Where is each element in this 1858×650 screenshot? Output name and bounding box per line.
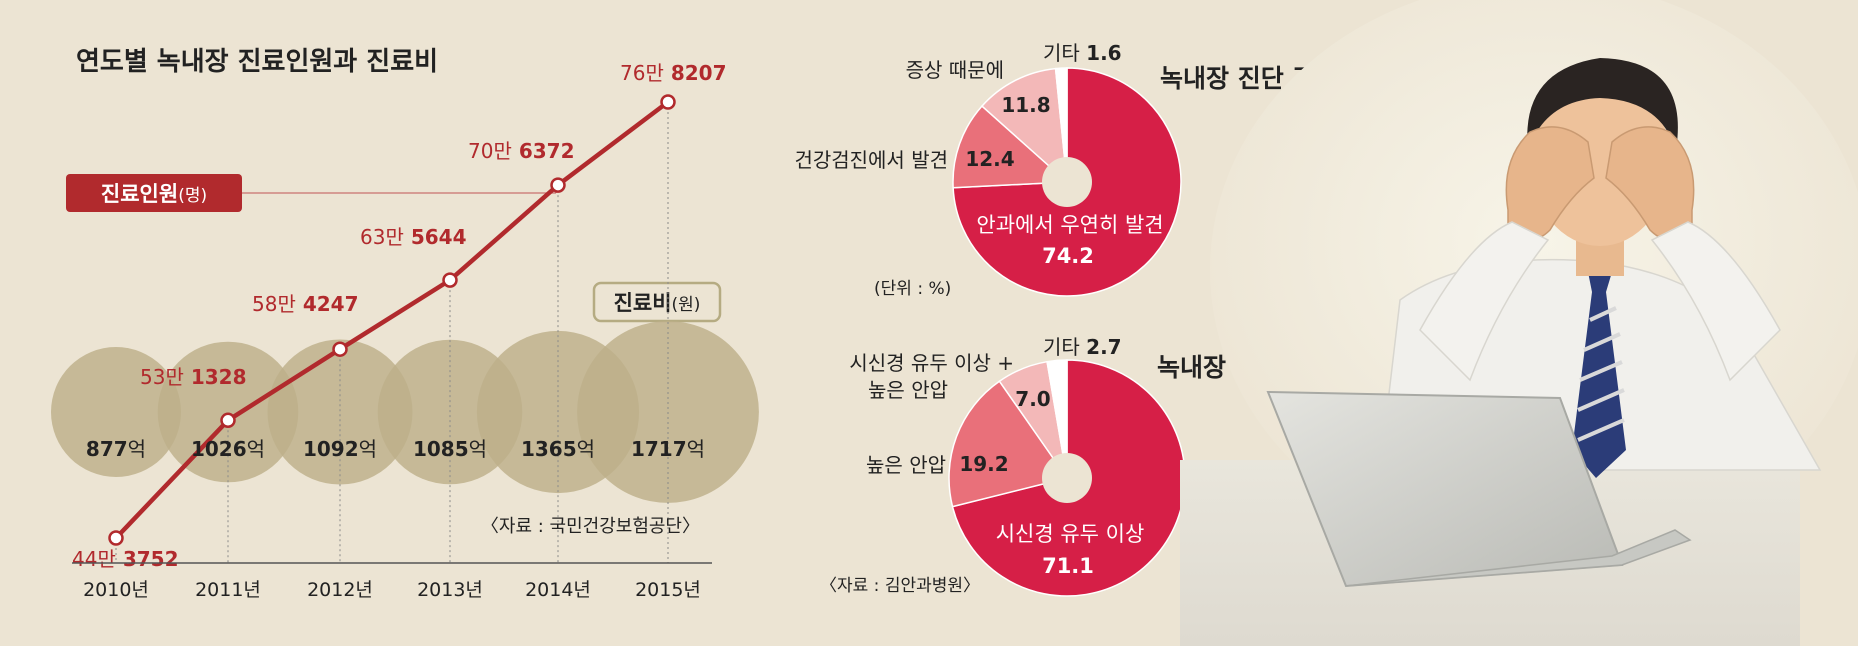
pie1-label-main: 안과에서 우연히 발견: [976, 213, 1163, 237]
pie2-label-both-line1: 시신경 유두 이상 +: [849, 351, 1014, 375]
pie2-label-both-line2: 높은 안압: [868, 378, 948, 402]
x-axis-label: 2015년: [635, 579, 701, 601]
pie2-value-pressure: 19.2: [959, 452, 1008, 476]
pie2-value-main: 71.1: [1042, 554, 1094, 578]
laptop-base: [1345, 529, 1692, 587]
pie2-label-pressure: 높은 안압: [866, 453, 946, 477]
patients-value-label: 53만 1328: [140, 365, 247, 389]
pie-center-hole: [1042, 157, 1092, 207]
patients-point: [332, 341, 348, 357]
patients-label-box: [66, 174, 242, 212]
cost-bubble: [157, 341, 299, 483]
pie-diagnosis-route: [952, 67, 1182, 297]
cost-value-label: 1717억: [631, 437, 705, 461]
x-axis-label: 2010년: [83, 579, 149, 601]
right-arm: [1650, 221, 1781, 382]
cost-value-label: 1085억: [413, 437, 487, 461]
cost-label: 진료비(원): [614, 291, 701, 315]
x-axis-label: 2011년: [195, 579, 261, 601]
photo-illustration: [1180, 0, 1858, 646]
cost-bubble: [51, 347, 181, 477]
line-chart-title: 연도별 녹내장 진료인원과 진료비: [76, 47, 438, 77]
pie1-label-other: 기타 1.6: [1043, 41, 1122, 65]
x-axis-label: 2014년: [525, 579, 591, 601]
pie-slice: [1046, 359, 1068, 479]
pie1-value-checkup: 12.4: [965, 147, 1014, 171]
pie-slice: [948, 380, 1069, 508]
patients-point: [442, 272, 458, 288]
pie1-value-main: 74.2: [1042, 244, 1094, 268]
patients-value-label: 63만 5644: [360, 225, 467, 249]
cost-label-text: 진료비: [614, 291, 672, 315]
cost-value-labels: 877억 1026억 1092억 1085억 1365억 1717억: [86, 437, 705, 461]
pie1-label-checkup: 건강검진에서 발견: [794, 148, 948, 172]
hair: [1527, 58, 1678, 150]
patients-point: [660, 94, 676, 110]
patients-label-text: 진료인원: [101, 182, 178, 206]
pie1-value-symptom: 11.8: [1001, 93, 1050, 117]
line-chart-source: 〈자료 : 국민건강보험공단〉: [481, 516, 700, 537]
pie2-label-main: 시신경 유두 이상: [996, 522, 1145, 546]
pie-suspicion-reason: [948, 359, 1186, 597]
pie-slice: [980, 67, 1068, 184]
cost-value-label: 1026억: [191, 437, 265, 461]
cost-bubble: [267, 339, 413, 485]
pie1-label-other-name: 기타: [1043, 41, 1080, 65]
x-axis-labels: 2010년 2011년 2012년 2013년 2014년 2015년: [83, 579, 701, 601]
pie2-value-both: 7.0: [1015, 387, 1050, 411]
patients-unit-text: (명): [178, 186, 207, 206]
left-arm: [1419, 221, 1550, 382]
pie-center-hole: [1042, 453, 1092, 503]
pie2-label-other: 기타 2.7: [1043, 335, 1122, 359]
tie-stripes: [1577, 306, 1625, 442]
year-dashes: [115, 102, 669, 563]
pie2-source: 〈자료 : 김안과병원〉: [820, 576, 980, 596]
cost-value-label: 1092억: [303, 437, 377, 461]
pie2-label-other-value: 2.7: [1086, 335, 1121, 359]
patients-value-label: 44만 3752: [72, 547, 179, 571]
patients-point: [550, 177, 566, 193]
pie-slice: [952, 105, 1069, 189]
patients-line-group: [108, 94, 676, 546]
x-axis-label: 2013년: [417, 579, 483, 601]
patients-value-labels: 44만 3752 53만 1328 58만 4247 63만 5644 70만 6372…: [72, 61, 727, 571]
cost-unit-text: (원): [672, 295, 701, 315]
patients-point: [220, 412, 236, 429]
patients-value-label: 58만 4247: [252, 292, 359, 316]
patients-series-line: [114, 100, 670, 540]
x-axis-label: 2012년: [307, 579, 373, 601]
patients-label: 진료인원(명): [101, 182, 207, 206]
pie2-label-other-name: 기타: [1043, 335, 1080, 359]
pie1-label-symptom: 증상 때문에: [906, 58, 1004, 82]
patients-value-label: 70만 6372: [468, 139, 575, 163]
pie1-label-other-value: 1.6: [1086, 41, 1121, 65]
pie1-unit: (단위 : %): [874, 279, 951, 299]
patients-point: [108, 530, 124, 546]
cost-value-label: 877억: [86, 437, 146, 461]
pie-slice: [1054, 67, 1068, 183]
cost-value-label: 1365억: [521, 437, 595, 461]
cost-label-box: [592, 281, 722, 323]
patients-value-label: 76만 8207: [620, 61, 727, 85]
